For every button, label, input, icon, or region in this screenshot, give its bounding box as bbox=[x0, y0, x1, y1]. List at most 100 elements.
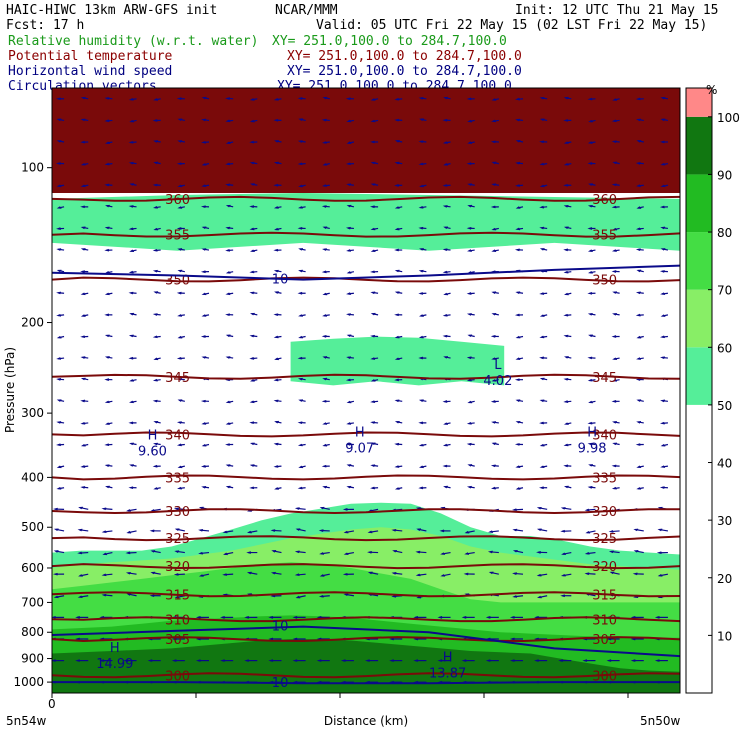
wind-vector-head bbox=[101, 573, 107, 577]
wind-vector-head bbox=[346, 141, 352, 144]
wind-vector-head bbox=[295, 528, 301, 531]
wind-vector-head bbox=[322, 292, 328, 296]
wind-vector-head bbox=[225, 248, 231, 252]
wind-vector-head bbox=[80, 465, 86, 468]
wind-vector-head bbox=[250, 379, 255, 382]
wind-vector-head bbox=[394, 313, 400, 317]
wind-vector-head bbox=[418, 205, 424, 209]
wind-vector-head bbox=[340, 659, 346, 662]
colorbar-swatch-80 bbox=[686, 174, 712, 233]
wind-vector-head bbox=[128, 356, 134, 360]
wind-vector-head bbox=[225, 141, 231, 144]
wind-vector-head bbox=[129, 442, 134, 446]
extremum-kind-1: H bbox=[355, 425, 365, 440]
wind-vector-head bbox=[442, 334, 448, 338]
wind-vector-head bbox=[220, 659, 225, 662]
wind-vector-head bbox=[225, 443, 230, 446]
wind-vector-head bbox=[201, 443, 207, 447]
wind-vector-head bbox=[490, 205, 496, 209]
wind-vector-head bbox=[56, 421, 62, 424]
wind-vector-head bbox=[584, 552, 590, 555]
wind-vector-head bbox=[588, 119, 593, 123]
wind-vector-head bbox=[370, 227, 376, 231]
wind-vector-head bbox=[609, 571, 615, 575]
wind-vector-head bbox=[346, 313, 351, 316]
wind-vector-head bbox=[128, 140, 134, 144]
wind-vector-head bbox=[370, 442, 376, 446]
wind-vector-head bbox=[345, 97, 351, 101]
wind-vector-head bbox=[632, 572, 638, 576]
wind-vector-head bbox=[346, 356, 352, 359]
wind-vector-head bbox=[297, 443, 303, 447]
wind-vector-head bbox=[560, 594, 566, 598]
wind-vector-head bbox=[244, 659, 250, 662]
wind-vector-head bbox=[129, 119, 135, 123]
rh-region-50-5 bbox=[290, 336, 505, 386]
wind-vector-head bbox=[173, 507, 179, 511]
theta-contour-335 bbox=[52, 474, 680, 481]
wind-vector-head bbox=[367, 530, 373, 534]
wind-vector-head bbox=[200, 205, 206, 209]
wind-vector-head bbox=[443, 485, 448, 489]
wind-vector-head bbox=[225, 226, 231, 230]
wind-vector-head bbox=[394, 357, 400, 361]
wind-vector-head bbox=[152, 464, 158, 468]
wind-vector-head bbox=[394, 465, 400, 468]
wind-vector-head bbox=[467, 334, 473, 338]
theta-label-320-0: 320 bbox=[165, 560, 190, 575]
wind-vector-head bbox=[273, 313, 279, 317]
wind-vector-head bbox=[539, 465, 545, 469]
wind-vector-head bbox=[201, 485, 207, 489]
wind-vector-head bbox=[442, 141, 448, 144]
wind-vector-head bbox=[442, 118, 448, 122]
wind-vector-head bbox=[152, 313, 158, 316]
wind-vector-head bbox=[367, 571, 373, 575]
wind-vector-head bbox=[391, 528, 397, 532]
wind-vector-head bbox=[491, 98, 497, 101]
wind-vector-head bbox=[176, 97, 182, 100]
wind-vector-head bbox=[512, 550, 518, 553]
theta-label-325-1: 325 bbox=[592, 532, 617, 547]
wind-vector-head bbox=[273, 161, 279, 165]
wind-vector-head bbox=[636, 465, 642, 469]
wind-vector-head bbox=[225, 119, 231, 123]
wind-vector-head bbox=[514, 248, 520, 252]
wind-vector-head bbox=[585, 530, 591, 534]
wind-vector-head bbox=[128, 205, 134, 208]
wind-vector-head bbox=[467, 464, 473, 467]
extremum-kind-0: H bbox=[148, 429, 158, 444]
wind-vector-head bbox=[660, 399, 666, 403]
wind-vector-head bbox=[485, 659, 491, 662]
wind-vector-head bbox=[176, 162, 182, 166]
wind-vector-head bbox=[587, 421, 593, 425]
wind-vector-head bbox=[464, 530, 470, 534]
wind-vector-head bbox=[273, 248, 279, 252]
wind-vector-head bbox=[104, 183, 110, 187]
wind-vector-head bbox=[201, 184, 207, 188]
wind-vector-head bbox=[294, 550, 300, 554]
extremum-kind-2: H bbox=[587, 425, 597, 440]
theta-label-310-0: 310 bbox=[165, 613, 190, 628]
wind-vector-head bbox=[268, 616, 274, 619]
wind-vector-head bbox=[635, 227, 641, 231]
wind-vector-head bbox=[466, 162, 472, 165]
field-xy-wind: XY= 251.0,100.0 to 284.7,100.0 bbox=[287, 64, 522, 79]
wind-vector-head bbox=[370, 312, 376, 316]
wind-vector-head bbox=[635, 97, 641, 101]
wind-vector-head bbox=[274, 140, 279, 143]
wind-vector-head bbox=[176, 443, 182, 447]
wind-vector-head bbox=[630, 659, 636, 662]
wind-vector-head bbox=[78, 574, 83, 577]
wind-vector-head bbox=[437, 659, 443, 662]
wind-vector-head bbox=[56, 378, 62, 381]
wind-vector-head bbox=[466, 442, 472, 446]
wind-vector-head bbox=[80, 356, 86, 359]
wind-vector-head bbox=[539, 96, 545, 100]
extremum-value-4: 14.99 bbox=[96, 657, 133, 672]
wind-vector-head bbox=[346, 204, 352, 208]
wind-vector-head bbox=[443, 226, 449, 229]
theta-contour-350 bbox=[52, 276, 680, 283]
wind-vector-head bbox=[606, 659, 612, 662]
theta-label-305-0: 305 bbox=[165, 633, 190, 648]
wind-vector-head bbox=[491, 357, 497, 360]
